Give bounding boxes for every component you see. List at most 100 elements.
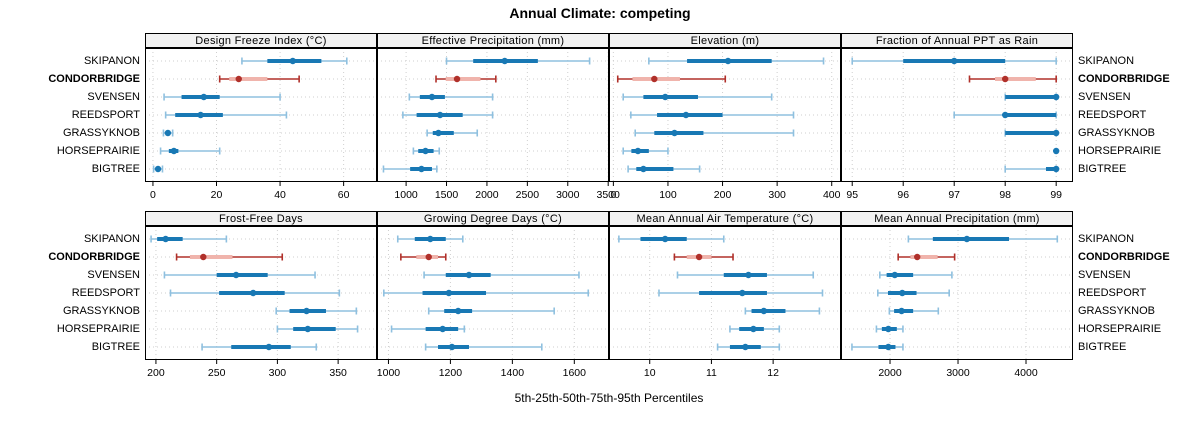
row-label-right-svensen: SVENSEN <box>1078 91 1131 103</box>
x-tick-label: 98 <box>999 189 1011 201</box>
series-horseprairie <box>276 325 359 333</box>
series-bigtree <box>201 343 318 351</box>
median-dot <box>963 235 971 243</box>
series-svensen <box>676 271 815 279</box>
row-label-left-svensen: SVENSEN <box>87 91 140 103</box>
median-dot <box>898 307 905 315</box>
x-tick-label: 1000 <box>394 189 418 201</box>
series-svensen <box>879 271 953 279</box>
median-dot <box>304 325 311 333</box>
x-tick-label: 97 <box>948 189 960 201</box>
median-dot <box>899 289 906 297</box>
median-dot <box>1052 147 1060 155</box>
median-dot <box>265 343 273 351</box>
row-label-right-condorbridge: CONDORBRIDGE <box>1078 251 1170 263</box>
plot-border <box>841 48 1073 182</box>
x-tick-label: 4000 <box>1014 367 1038 379</box>
x-tick-label: 300 <box>269 367 287 379</box>
median-dot <box>891 271 898 279</box>
series-svensen <box>423 271 580 279</box>
series-bigtree <box>152 165 164 173</box>
row-label-left-horseprairie: HORSEPRAIRIE <box>56 323 140 335</box>
x-tick-label: 1200 <box>439 367 463 379</box>
row-label-right-skipanon: SKIPANON <box>1078 233 1135 245</box>
median-dot <box>422 147 429 155</box>
median-dot <box>200 93 207 101</box>
row-label-left-grassyknob: GRASSYKNOB <box>62 305 140 317</box>
series-horseprairie <box>390 325 466 333</box>
plot-border <box>609 226 841 360</box>
strip-growing-degree-days-c-: Growing Degree Days (°C) <box>377 211 609 226</box>
series-horseprairie <box>729 325 781 333</box>
median-dot <box>232 271 240 279</box>
panel-frost-free-days: 200 250 300 350 <box>145 226 377 379</box>
panel-design-freeze-index-c-: 0 20 40 60 <box>145 48 377 201</box>
median-dot <box>742 343 749 351</box>
series-svensen <box>163 93 281 101</box>
median-dot <box>950 57 958 65</box>
x-tick-label: 12 <box>767 367 779 379</box>
plot-border <box>145 226 377 360</box>
series-condorbridge <box>175 253 284 261</box>
row-label-right-horseprairie: HORSEPRAIRIE <box>1078 323 1162 335</box>
median-dot <box>162 235 169 243</box>
row-label-right-grassyknob: GRASSYKNOB <box>1078 127 1156 139</box>
row-label-right-svensen: SVENSEN <box>1078 269 1131 281</box>
series-reedsport <box>953 111 1057 119</box>
row-label-left-reedsport: REEDSPORT <box>71 109 140 121</box>
median-dot <box>448 343 456 351</box>
median-dot <box>1052 165 1060 173</box>
strip-mean-annual-precipitation-mm-: Mean Annual Precipitation (mm) <box>841 211 1073 226</box>
panel-elevation-m-: 0 100 200 300 400 <box>609 48 841 201</box>
row-label-right-condorbridge: CONDORBRIDGE <box>1078 73 1170 85</box>
median-dot <box>427 235 434 243</box>
series-horseprairie <box>159 147 221 155</box>
x-tick-label: 10 <box>644 367 656 379</box>
median-dot <box>739 289 746 297</box>
median-dot <box>640 165 647 173</box>
series-condorbridge <box>218 75 300 83</box>
series-reedsport <box>658 289 824 297</box>
median-dot <box>1052 93 1060 101</box>
strip-elevation-m-: Elevation (m) <box>609 33 841 48</box>
series-skipanon <box>445 57 591 65</box>
median-dot <box>445 289 453 297</box>
median-dot <box>200 253 207 261</box>
series-skipanon <box>907 235 1059 243</box>
row-label-left-svensen: SVENSEN <box>87 269 140 281</box>
x-tick-label: 96 <box>897 189 909 201</box>
series-reedsport <box>169 289 341 297</box>
series-bigtree <box>716 343 781 351</box>
x-tick-label: 3000 <box>946 367 970 379</box>
series-bigtree <box>424 343 543 351</box>
row-label-left-bigtree: BIGTREE <box>91 341 140 353</box>
median-dot <box>682 111 690 119</box>
series-condorbridge <box>897 253 956 261</box>
median-dot <box>453 75 461 83</box>
median-dot <box>885 325 892 333</box>
series-svensen <box>163 271 316 279</box>
series-horseprairie <box>622 147 669 155</box>
series-svensen <box>1004 93 1060 101</box>
median-dot <box>289 57 296 65</box>
series-condorbridge <box>673 253 734 261</box>
series-reedsport <box>402 111 494 119</box>
panel-mean-annual-precipitation-mm-: 2000 3000 4000 <box>841 226 1073 379</box>
x-tick-label: 0 <box>610 189 616 201</box>
median-dot <box>1001 75 1009 83</box>
series-svensen <box>408 93 494 101</box>
row-label-left-skipanon: SKIPANON <box>83 55 140 67</box>
median-dot <box>249 289 257 297</box>
panel-growing-degree-days-c-: 1000 1200 1400 1600 <box>377 226 609 379</box>
median-dot <box>634 147 642 155</box>
median-dot <box>671 129 678 137</box>
row-label-right-reedsport: REEDSPORT <box>1078 287 1147 299</box>
series-horseprairie <box>875 325 904 333</box>
row-label-left-reedsport: REEDSPORT <box>71 287 140 299</box>
median-dot <box>425 253 432 261</box>
series-reedsport <box>383 289 590 297</box>
median-dot <box>235 75 242 83</box>
series-condorbridge <box>968 75 1057 83</box>
median-dot <box>760 307 768 315</box>
